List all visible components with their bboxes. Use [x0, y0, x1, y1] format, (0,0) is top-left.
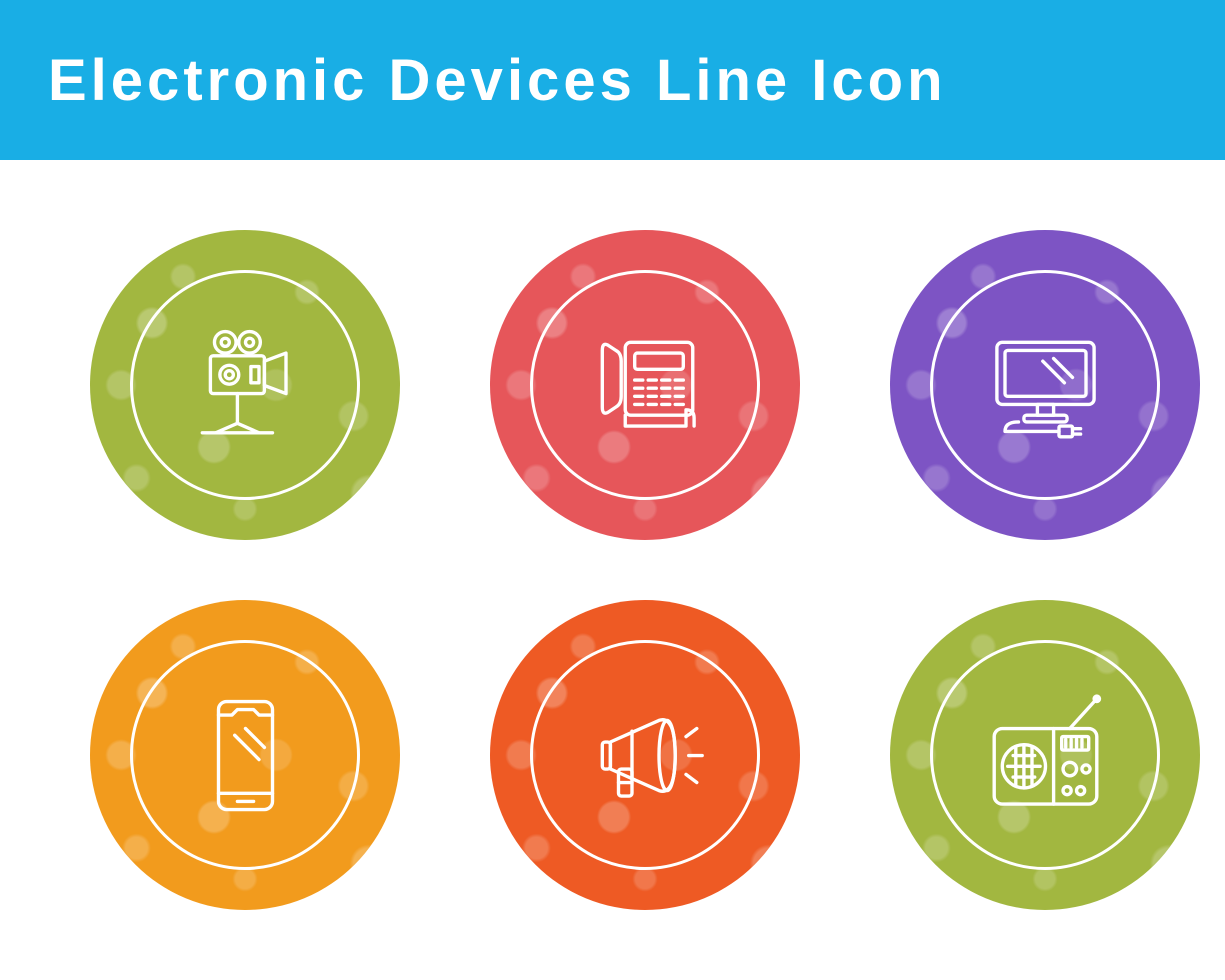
inner-ring: [530, 270, 760, 500]
smartphone-icon: [178, 688, 313, 823]
icon-item-monitor: [890, 230, 1200, 540]
inner-ring: [130, 640, 360, 870]
icon-item-megaphone: [490, 600, 800, 910]
megaphone-icon: [578, 688, 713, 823]
icon-item-telephone: [490, 230, 800, 540]
icon-item-film-camera: [90, 230, 400, 540]
inner-ring: [130, 270, 360, 500]
monitor-icon: [978, 318, 1113, 453]
inner-ring: [530, 640, 760, 870]
header-banner: Electronic Devices Line Icon: [0, 0, 1225, 160]
film-camera-icon: [178, 318, 313, 453]
icon-item-radio: [890, 600, 1200, 910]
inner-ring: [930, 270, 1160, 500]
icon-grid: [0, 160, 1225, 970]
telephone-icon: [578, 318, 713, 453]
inner-ring: [930, 640, 1160, 870]
radio-icon: [978, 688, 1113, 823]
page-title: Electronic Devices Line Icon: [48, 47, 947, 114]
icon-item-smartphone: [90, 600, 400, 910]
